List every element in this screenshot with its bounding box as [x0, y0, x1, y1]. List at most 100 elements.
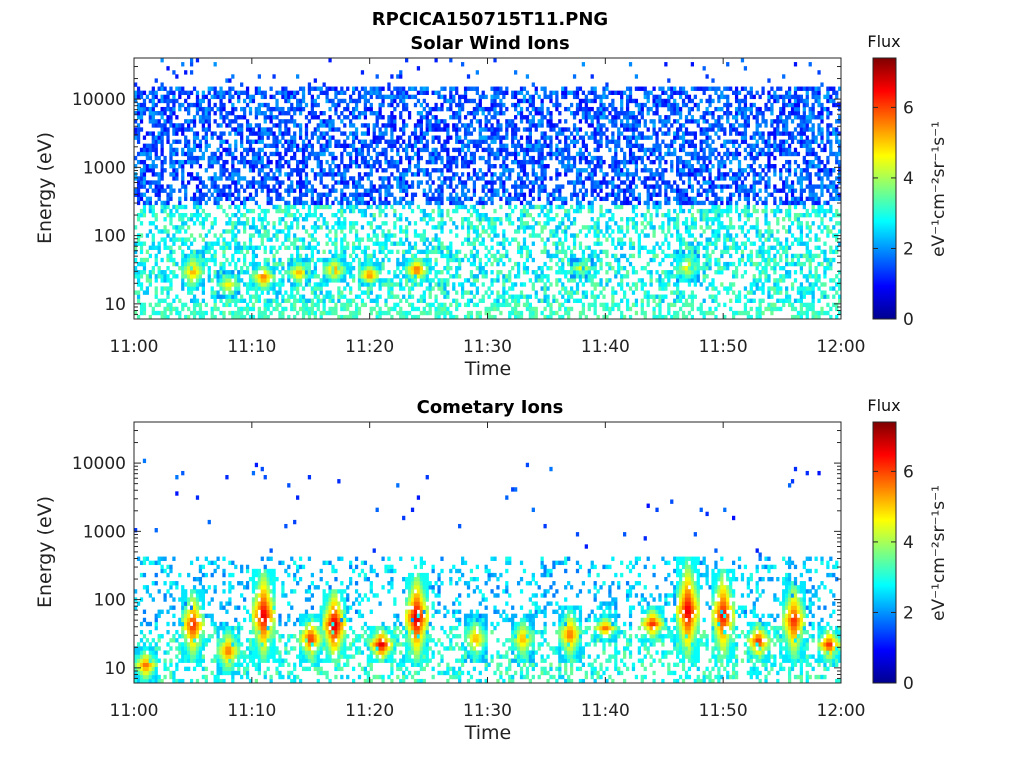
spectrogram-cell [755, 286, 759, 291]
spectrogram-cell [808, 265, 812, 271]
spectrogram-cell [413, 257, 418, 263]
spectrogram-cell [522, 221, 527, 226]
spectrogram-cell [569, 253, 574, 259]
spectrogram-cell [207, 245, 211, 250]
spectrogram-cell [407, 245, 412, 250]
spectrogram-cell [696, 278, 700, 283]
spectrogram-cell [602, 180, 606, 185]
spectrogram-cell [838, 241, 842, 246]
spectrogram-cell [319, 176, 323, 181]
spectrogram-cell [534, 176, 538, 181]
spectrogram-cell [369, 286, 373, 291]
spectrogram-cell [567, 314, 571, 320]
spectrogram-cell [575, 286, 580, 291]
spectrogram-cell [372, 184, 376, 189]
spectrogram-cell [405, 155, 409, 161]
spectrogram-cell [466, 221, 471, 226]
spectrogram-cell [257, 172, 261, 177]
spectrogram-cell [372, 282, 376, 287]
spectrogram-cell [328, 306, 332, 312]
spectrogram-cell [737, 257, 742, 263]
spectrogram-cell [334, 233, 338, 238]
spectrogram-cell [287, 164, 291, 169]
spectrogram-cell [372, 306, 376, 312]
spectrogram-cell [231, 168, 235, 173]
spectrogram-cell [210, 290, 214, 295]
spectrogram-cell [378, 164, 382, 169]
spectrogram-cell [384, 192, 388, 197]
spectrogram-cell [216, 278, 220, 283]
spectrogram-cell [458, 180, 462, 185]
spectrogram-cell [198, 200, 203, 206]
spectrogram-cell [298, 168, 303, 173]
spectrogram-cell [157, 184, 161, 189]
spectrogram-cell [611, 180, 615, 185]
spectrogram-cell [702, 212, 706, 218]
spectrogram-cell [658, 261, 662, 267]
spectrogram-cell [569, 155, 574, 161]
spectrogram-cell [658, 225, 662, 230]
spectrogram-cell [192, 155, 197, 161]
spectrogram-cell [425, 265, 429, 271]
spectrogram-cell [661, 225, 665, 230]
spectrogram-cell [195, 208, 200, 214]
spectrogram-cell [322, 310, 326, 316]
spectrogram-cell [667, 302, 671, 308]
spectrogram-cell [243, 270, 247, 275]
spectrogram-cell [428, 196, 432, 202]
spectrogram-cell [581, 204, 586, 210]
spectrogram-cell [301, 261, 306, 267]
spectrogram-cell [614, 302, 618, 308]
spectrogram-cell [198, 253, 203, 259]
spectrogram-cell [139, 282, 144, 287]
spectrogram-cell [687, 278, 692, 283]
spectrogram-cell [708, 306, 712, 312]
spectrogram-cell [284, 233, 288, 238]
spectrogram-cell [779, 290, 783, 295]
spectrogram-cell [422, 249, 426, 255]
spectrogram-cell [431, 159, 435, 165]
spectrogram-cell [399, 188, 403, 193]
spectrogram-cell [714, 204, 718, 210]
spectrogram-cell [628, 253, 633, 259]
spectrogram-cell [319, 192, 323, 197]
spectrogram-cell [667, 208, 671, 214]
spectrogram-cell [785, 159, 789, 165]
spectrogram-cell [558, 172, 562, 177]
spectrogram-cell [240, 294, 244, 299]
spectrogram-cell [678, 253, 683, 259]
spectrogram-cell [749, 261, 753, 267]
spectrogram-cell [363, 282, 368, 287]
spectrogram-cell [611, 168, 615, 173]
spectrogram-cell [820, 180, 824, 185]
spectrogram-cell [281, 265, 285, 271]
spectrogram-cell [139, 221, 144, 226]
spectrogram-cell [322, 278, 326, 283]
spectrogram-cell [346, 302, 350, 308]
spectrogram-cell [640, 221, 644, 226]
spectrogram-cell [711, 249, 715, 255]
spectrogram-cell [667, 212, 671, 218]
spectrogram-cell [460, 221, 465, 226]
spectrogram-cell [213, 270, 217, 275]
spectrogram-cell [431, 217, 435, 222]
spectrogram-cell [755, 208, 759, 214]
spectrogram-cell [826, 168, 830, 173]
spectrogram-cell [160, 200, 164, 206]
spectrogram-cell [484, 253, 488, 259]
spectrogram-cell [393, 241, 397, 246]
spectrogram-cell [181, 204, 185, 210]
spectrogram-cell [519, 253, 524, 259]
spectrogram-cell [169, 270, 173, 275]
spectrogram-cell [216, 241, 220, 246]
spectrogram-cell [304, 298, 309, 303]
spectrogram-cell [346, 180, 350, 185]
spectrogram-cell [549, 253, 553, 259]
spectrogram-cell [608, 164, 612, 169]
spectrogram-cell [251, 294, 256, 299]
spectrogram-cell [225, 212, 229, 218]
spectrogram-cell [767, 229, 771, 234]
spectrogram-cell [746, 314, 750, 320]
spectrogram-cell [487, 180, 491, 185]
spectrogram-cell [620, 180, 624, 185]
